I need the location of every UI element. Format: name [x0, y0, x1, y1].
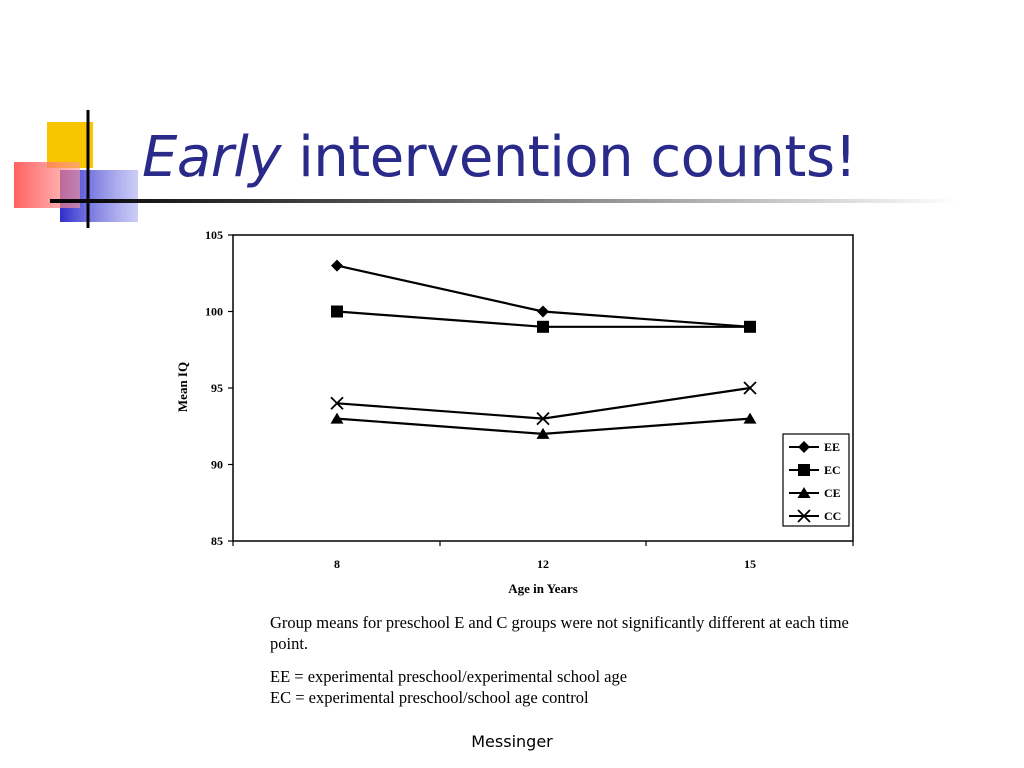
legend-marker-ee — [798, 441, 810, 453]
legend-label-ee: EE — [824, 440, 840, 454]
legend-marker-cc — [797, 509, 811, 523]
y-tick-label: 90 — [211, 458, 223, 472]
legend-label-cc: CC — [824, 509, 841, 523]
x-tick-label: 12 — [537, 557, 549, 571]
caption-definitions: EE = experimental preschool/experimental… — [270, 666, 890, 708]
title-underline — [50, 199, 960, 203]
legend-label-ec: EC — [824, 463, 841, 477]
legend-label-ce: CE — [824, 486, 841, 500]
title-emphasis: Early — [142, 125, 281, 190]
data-point-ec — [331, 305, 343, 318]
definition-ee: EE = experimental preschool/experimental… — [270, 667, 628, 686]
data-point-ee — [331, 259, 343, 272]
legend-marker-ec — [798, 464, 810, 476]
footer-author: Messinger — [471, 732, 553, 751]
caption-note: Group means for preschool E and C groups… — [270, 613, 849, 653]
slide-title: Early intervention counts! — [142, 122, 857, 194]
x-tick-label: 15 — [744, 557, 756, 571]
title-rest: intervention counts! — [280, 125, 857, 190]
data-point-ce — [330, 412, 344, 424]
series-line-cc — [336, 386, 751, 420]
line-chart: 85 90 95 100 105 8 12 15 EE EC CE CC Mean IQ Age in… — [175, 228, 854, 596]
data-point-ce — [743, 412, 757, 424]
data-point-ec — [537, 320, 549, 333]
y-tick-label: 95 — [211, 381, 223, 395]
series-line-ee — [336, 264, 751, 328]
data-point-ec — [744, 320, 756, 333]
y-tick-label: 105 — [205, 228, 223, 242]
slide-ornament — [14, 110, 150, 228]
y-axis-label: Mean IQ — [175, 362, 190, 412]
x-axis-label: Age in Years — [508, 581, 578, 596]
legend-box — [782, 433, 850, 527]
definition-ec: EC = experimental preschool/school age c… — [270, 688, 589, 707]
plot-frame — [232, 234, 854, 542]
data-point-ce — [536, 427, 550, 439]
x-tick-label: 8 — [334, 557, 340, 571]
legend-marker-ce — [797, 487, 811, 498]
figure-caption: Group means for preschool E and C groups… — [270, 612, 890, 720]
ornament-yellow-square — [47, 122, 93, 168]
data-point-cc — [536, 411, 550, 426]
data-point-cc — [330, 396, 344, 410]
y-tick-label: 100 — [205, 305, 223, 319]
data-point-ee — [537, 305, 549, 318]
y-tick-label: 85 — [211, 534, 223, 548]
data-point-cc — [743, 381, 757, 395]
